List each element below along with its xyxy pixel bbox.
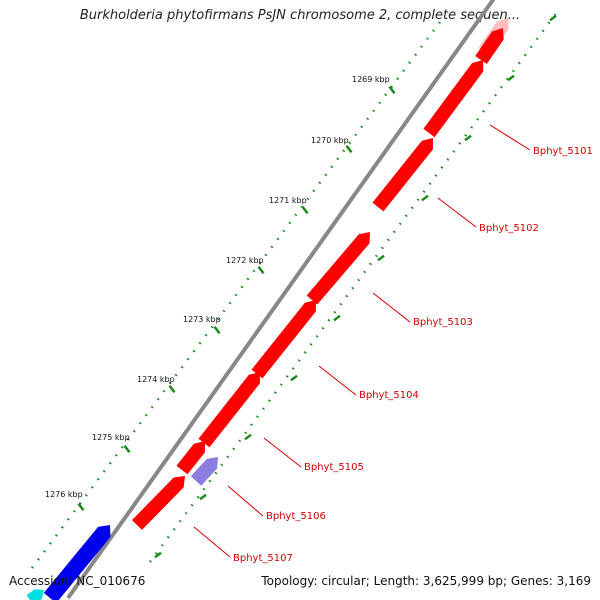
inner-ruler-dots — [148, 7, 562, 563]
gene-arrow-bphyt-5105b[interactable] — [176, 441, 206, 475]
gene-arrow-bphyt-5105[interactable] — [198, 372, 261, 448]
gene-label[interactable]: Bphyt_5106 — [266, 511, 326, 522]
kbp-tick-mark — [168, 384, 176, 394]
gene-label[interactable]: Bphyt_5107 — [233, 553, 293, 564]
accession-text: Accession: NC_010676 — [9, 574, 146, 588]
gene-arrow-cyan[interactable] — [26, 589, 45, 600]
gene-arrow-bphyt-5106[interactable] — [190, 457, 218, 486]
kbp-tick-label: 1272 kbp — [226, 256, 264, 265]
label-leader-line — [318, 365, 357, 396]
label-leader-line — [489, 124, 531, 151]
gene-arrow-bphyt-5107[interactable] — [132, 476, 185, 530]
gene-arrow-bphyt-5104[interactable] — [251, 300, 317, 379]
minor-tick-dash — [154, 551, 162, 559]
kbp-tick-label: 1274 kbp — [137, 375, 175, 384]
kbp-tick-mark — [388, 85, 396, 95]
minor-tick-dash — [464, 134, 472, 142]
kbp-tick-label: 1273 kbp — [183, 315, 221, 324]
kbp-tick-mark — [77, 502, 85, 512]
gene-features — [26, 18, 509, 600]
label-leader-line — [372, 292, 411, 323]
outer-ruler-dots — [30, 21, 442, 569]
kbp-tick-mark — [301, 205, 309, 215]
minor-tick-dash — [549, 14, 557, 22]
label-leader-line — [437, 197, 477, 228]
kbp-tick-label: 1275 kbp — [92, 433, 130, 442]
gene-labels: Bphyt_5101 Bphyt_5102 Bphyt_5103 Bphyt_5104… — [233, 146, 593, 564]
kbp-tick-mark — [345, 144, 353, 154]
major-ticks — [77, 85, 396, 512]
kbp-tick-label: 1271 kbp — [269, 196, 307, 205]
minor-tick-dash — [507, 74, 515, 82]
minor-tick-dash — [199, 493, 207, 501]
backbone-arc — [66, 0, 496, 600]
kbp-tick-mark — [257, 265, 265, 275]
gene-label[interactable]: Bphyt_5105 — [304, 462, 364, 473]
kbp-tick-mark — [213, 325, 221, 335]
minor-tick-dash — [421, 194, 429, 202]
gene-label[interactable]: Bphyt_5103 — [413, 317, 473, 328]
minor-tick-dash — [377, 254, 385, 262]
minor-ticks — [154, 14, 557, 559]
gene-arrow-reverse[interactable] — [43, 525, 111, 600]
kbp-labels: 1269 kbp 1270 kbp 1271 kbp 1272 kbp 1273 kbp… — [45, 75, 390, 499]
kbp-tick-label: 1270 kbp — [311, 136, 349, 145]
kbp-tick-label: 1276 kbp — [45, 490, 83, 499]
gene-label[interactable]: Bphyt_5102 — [479, 223, 539, 234]
gene-arrow-bphyt-5101[interactable] — [423, 60, 484, 138]
kbp-tick-mark — [123, 444, 131, 454]
label-leaders — [193, 124, 531, 558]
minor-tick-dash — [244, 433, 252, 441]
label-leader-line — [263, 437, 302, 468]
gene-arrow-bphyt-5103[interactable] — [306, 232, 370, 305]
map-title: Burkholderia phytofirmans PsJN chromosom… — [79, 8, 521, 23]
gene-arrow-bphyt-5102[interactable] — [372, 138, 434, 212]
gene-arrow-bphyt-5101-start[interactable] — [475, 28, 504, 64]
gene-label[interactable]: Bphyt_5101 — [533, 146, 593, 157]
label-leader-line — [227, 485, 264, 517]
minor-tick-dash — [333, 314, 341, 322]
gene-label[interactable]: Bphyt_5104 — [359, 390, 419, 401]
topology-summary: Topology: circular; Length: 3,625,999 bp… — [261, 574, 591, 588]
minor-tick-dash — [290, 374, 298, 382]
label-leader-line — [193, 526, 231, 558]
kbp-tick-label: 1269 kbp — [352, 75, 390, 84]
